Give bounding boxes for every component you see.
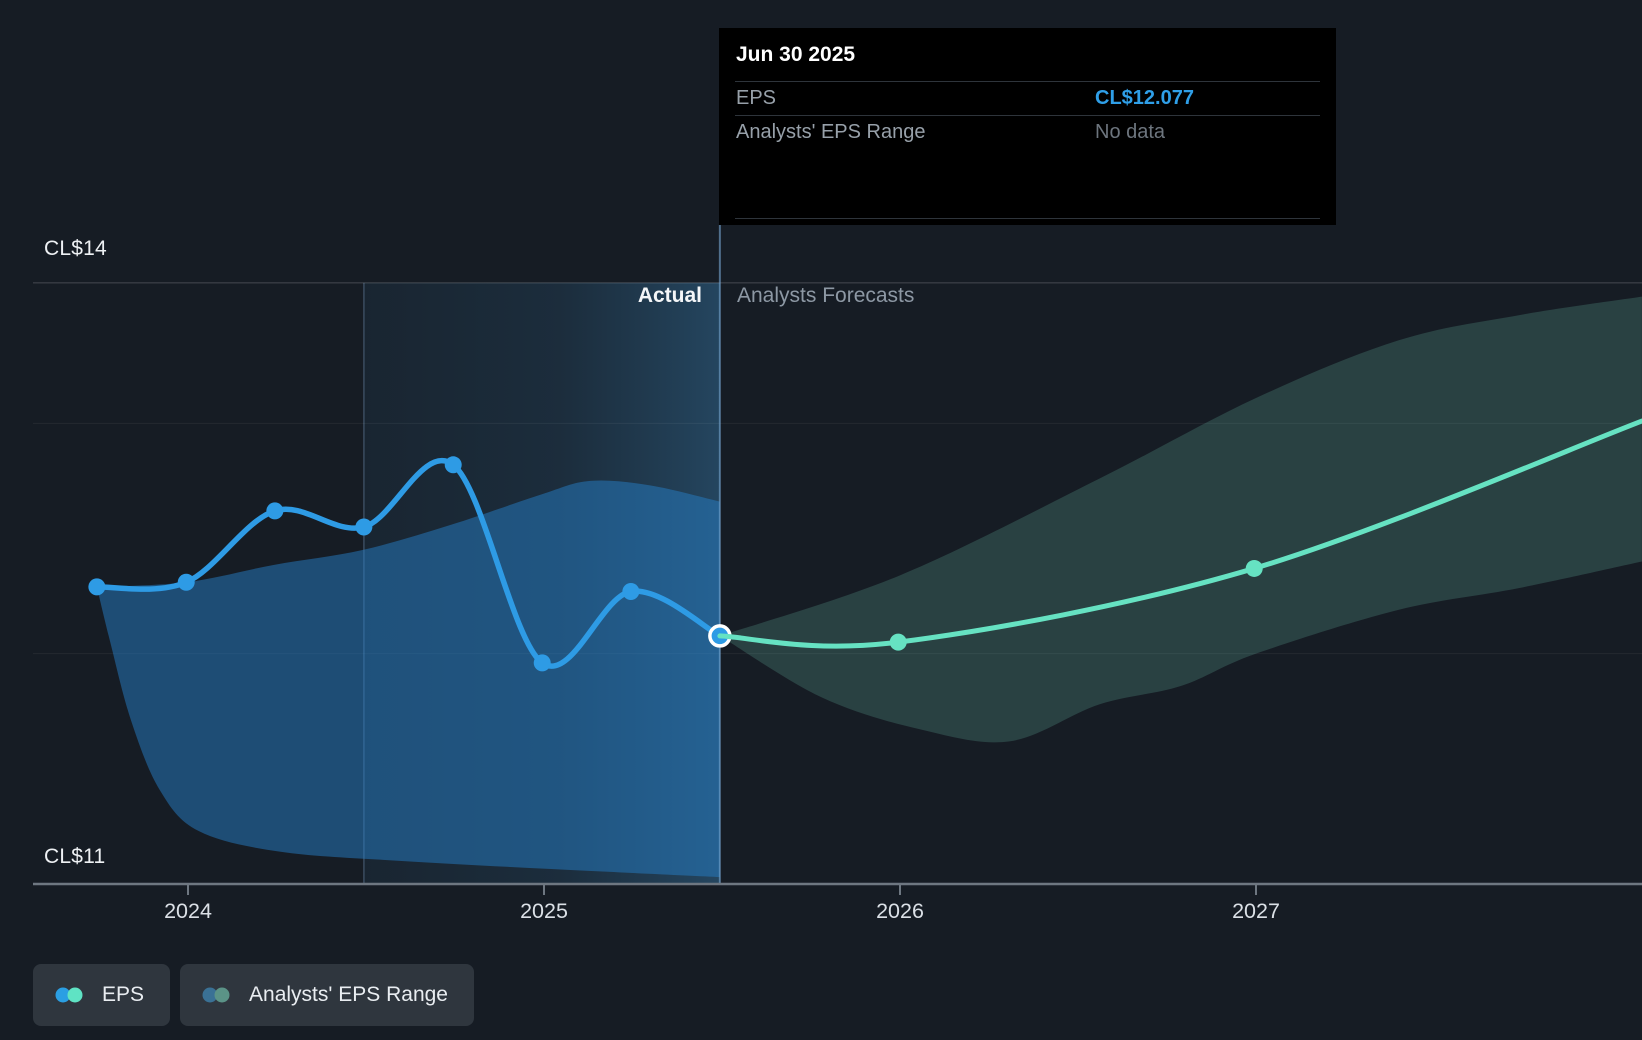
y-axis-max-label: CL$14 [44, 237, 107, 260]
tooltip-range-value: No data [1095, 120, 1166, 143]
tooltip-eps-label: EPS [736, 86, 777, 109]
analysts-eps-range-legend-icon [202, 987, 230, 1003]
eps-data-point[interactable] [1245, 559, 1263, 577]
eps-data-point[interactable] [533, 654, 551, 672]
y-axis-min-label: CL$11 [44, 845, 106, 868]
actual-section-label: Actual [637, 284, 702, 307]
eps-legend-icon [55, 987, 83, 1003]
chart-legend: EPS Analysts' EPS Range [33, 964, 474, 1026]
tooltip-range-row: Analysts' EPS Range No data [736, 115, 1319, 149]
legend-eps-label: EPS [102, 983, 145, 1006]
eps-data-point[interactable] [88, 578, 106, 596]
tooltip-range-label: Analysts' EPS Range [736, 120, 926, 143]
legend-toggle-analysts-eps-range[interactable]: Analysts' EPS Range [180, 964, 474, 1026]
actual-eps-range-area [96, 480, 720, 878]
eps-data-point[interactable] [889, 633, 907, 651]
eps-data-point[interactable] [622, 582, 640, 600]
x-axis-label: 2024 [164, 899, 212, 923]
tooltip-eps-value: CL$12.077 [1095, 86, 1194, 109]
eps-forecast-line [717, 418, 1642, 649]
eps-data-point[interactable] [355, 518, 373, 536]
eps-actual-line [94, 458, 723, 669]
x-axis-label: 2026 [876, 899, 924, 923]
tooltip-divider [735, 218, 1320, 219]
x-axis-label: 2027 [1232, 899, 1280, 923]
legend-toggle-eps[interactable]: EPS [33, 964, 171, 1026]
eps-data-point[interactable] [177, 573, 195, 591]
legend-range-label: Analysts' EPS Range [249, 983, 448, 1006]
tooltip-date: Jun 30 2025 [736, 42, 856, 66]
tooltip-divider [735, 115, 1320, 116]
tooltip-eps-row: EPS CL$12.077 [736, 81, 1319, 115]
forecast-section-label: Analysts Forecasts [737, 284, 915, 307]
tooltip-divider [735, 81, 1320, 82]
eps-data-point[interactable] [444, 456, 462, 474]
x-axis-label: 2025 [520, 899, 568, 923]
analysts-eps-range-area [719, 296, 1642, 743]
eps-data-point[interactable] [266, 502, 284, 520]
chart-tooltip: Jun 30 2025 EPS CL$12.077 Analysts' EPS … [719, 28, 1336, 225]
